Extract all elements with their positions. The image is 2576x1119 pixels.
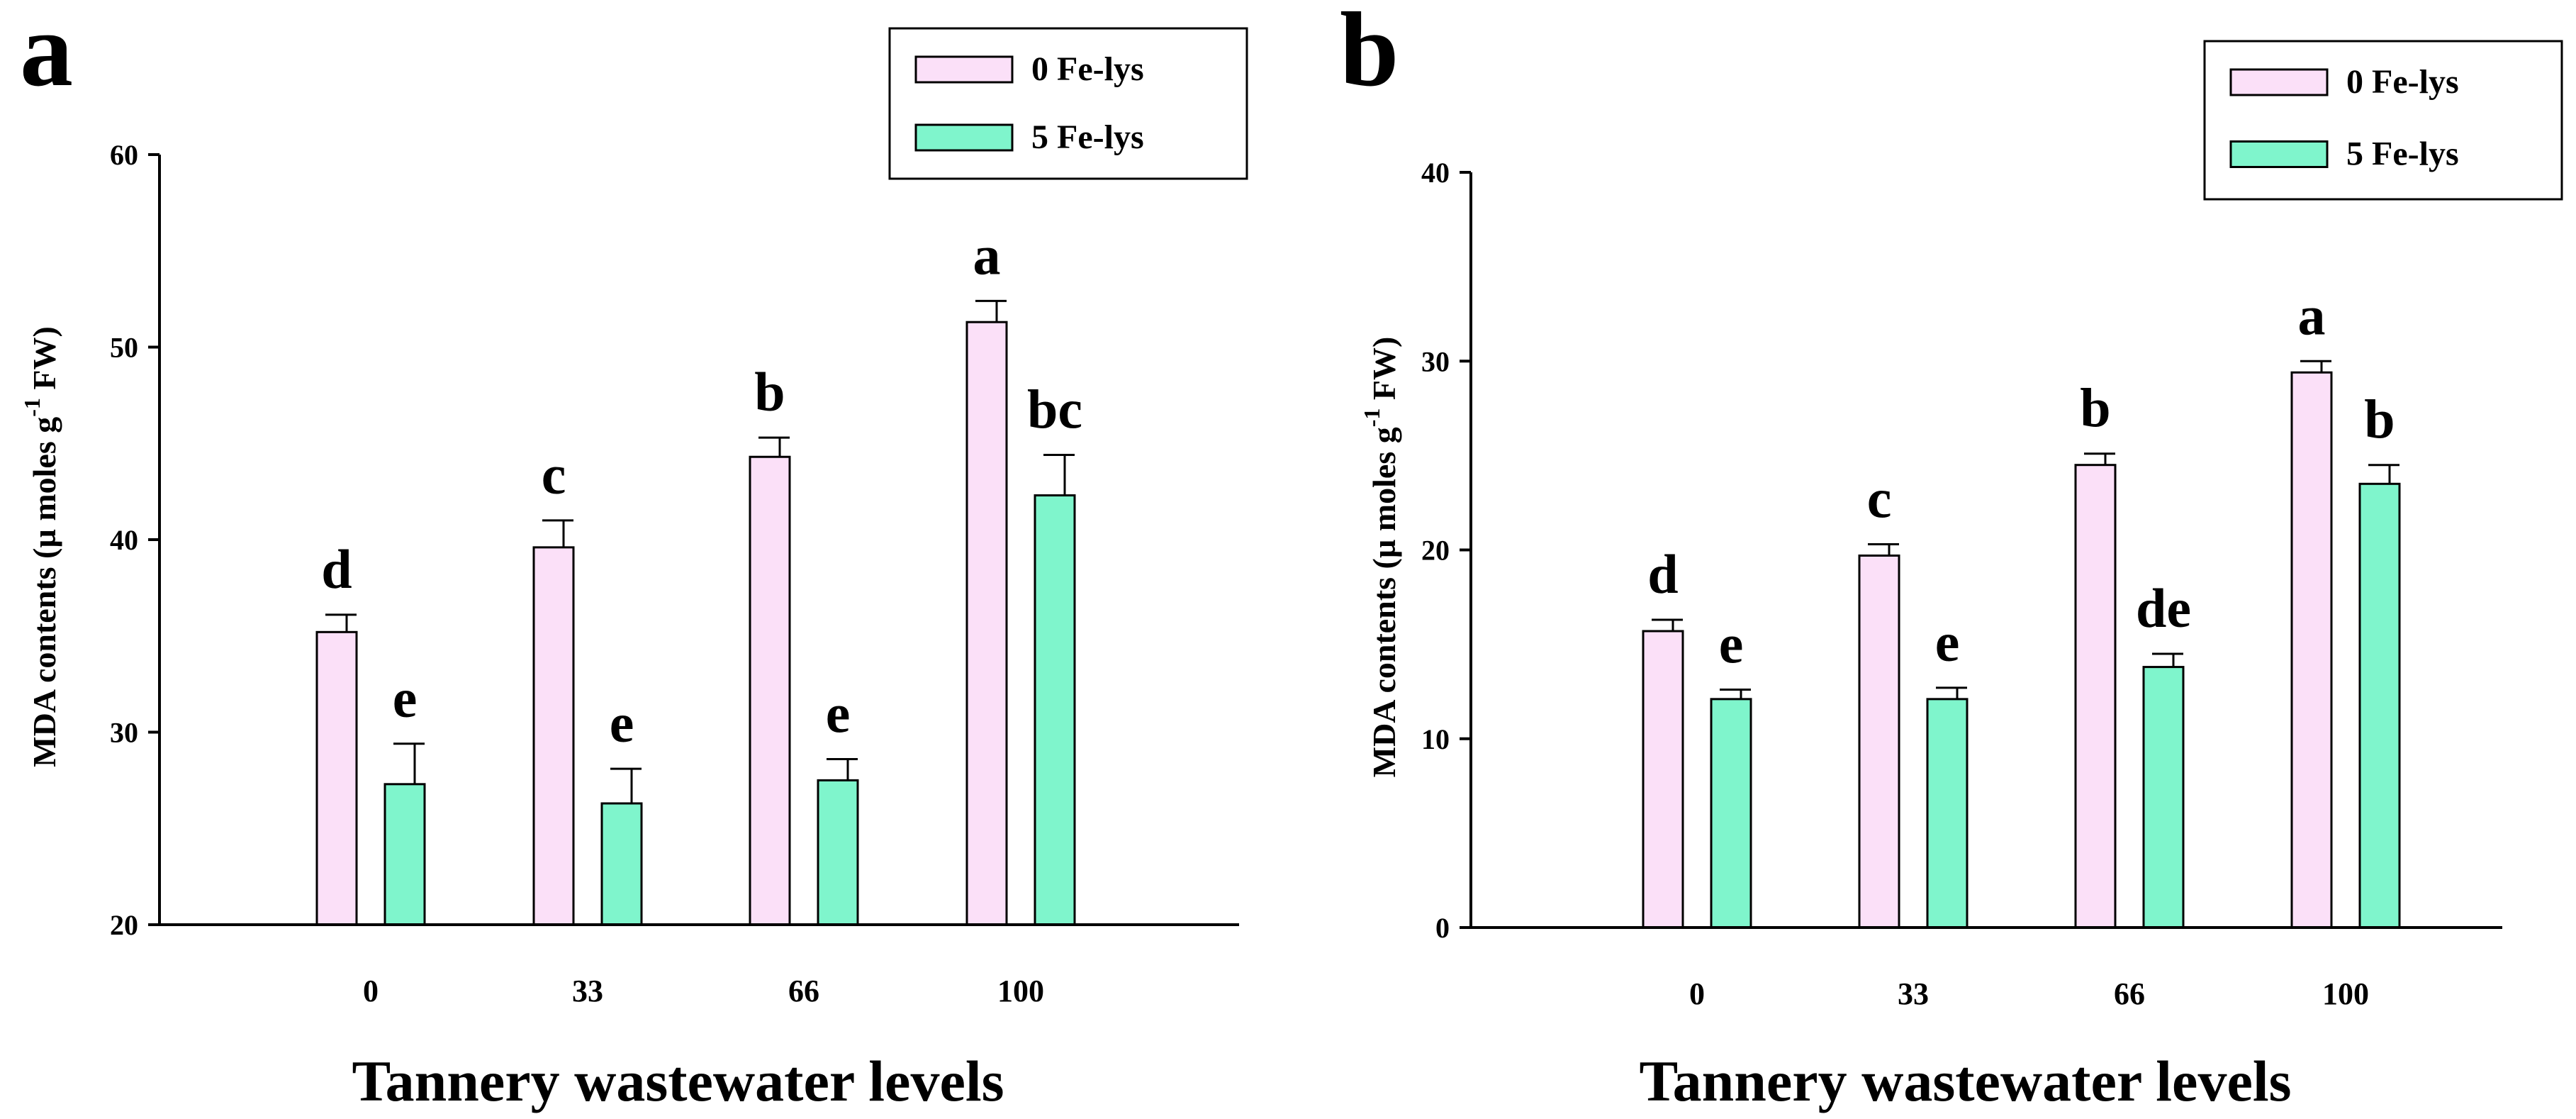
y-axis-title-tail: FW) (1366, 337, 1402, 408)
legend-frame (2203, 40, 2563, 201)
y-tick-label: 40 (110, 524, 138, 556)
x-tick-label: 66 (788, 974, 819, 1008)
chart-panel-a: a d c b a e e e bc 20 30 40 50 60 0 33 66 100 Tannery wast… (19, 0, 1248, 1113)
significance-letter: e (1935, 611, 1960, 673)
bar (2290, 371, 2333, 929)
bar (315, 630, 358, 926)
bar (532, 546, 575, 926)
significance-letter: c (542, 444, 566, 506)
panel-label: a (20, 0, 73, 108)
y-tick-label: 60 (110, 139, 138, 171)
y-axis-title-superscript: -1 (1359, 408, 1384, 428)
y-tick-label: 30 (1421, 345, 1450, 377)
y-tick-label: 50 (110, 332, 138, 364)
significance-letter: e (826, 683, 851, 745)
significance-letter: d (321, 538, 352, 600)
significance-letter: de (2136, 577, 2191, 639)
significance-letter: e (610, 692, 634, 754)
significance-letter: b (2364, 389, 2395, 450)
significance-letter: b (2080, 377, 2110, 439)
legend-label: 0 Fe-lys (2346, 63, 2459, 101)
x-tick-label: 0 (1689, 976, 1705, 1011)
bar (817, 779, 859, 926)
significance-letter: d (1647, 543, 1678, 605)
significance-letter: a (2298, 284, 2326, 346)
bar (1710, 698, 1752, 929)
bar (2358, 482, 2401, 929)
x-tick-label: 0 (363, 974, 379, 1008)
bar (1926, 698, 1969, 929)
y-axis-title-main: MDA contents (µ moles g (26, 417, 62, 767)
legend-swatch (2229, 140, 2329, 168)
legend-swatch (914, 123, 1014, 152)
bar (965, 321, 1008, 926)
x-tick-label: 33 (1898, 976, 1929, 1011)
x-tick-label: 100 (2322, 976, 2369, 1011)
x-tick-label: 33 (572, 974, 603, 1008)
y-tick-label: 20 (1421, 535, 1450, 567)
significance-letter: a (973, 224, 1001, 286)
y-tick-label: 30 (110, 717, 138, 749)
significance-letter: bc (1027, 379, 1082, 440)
significance-letter: e (393, 667, 418, 729)
bar (600, 802, 643, 926)
panel-label: b (1340, 0, 1399, 108)
bar (2142, 666, 2185, 929)
x-axis-title: Tannery wastewater levels (352, 1049, 1004, 1113)
legend-swatch (2229, 68, 2329, 96)
y-axis-title-main: MDA contents (µ moles g (1366, 427, 1402, 777)
legend: 0 Fe-lys 5 Fe-lys (888, 27, 1248, 180)
legend-label: 5 Fe-lys (2346, 135, 2459, 173)
legend-label: 0 Fe-lys (1031, 50, 1144, 88)
bar (1858, 554, 1900, 929)
x-axis-title: Tannery wastewater levels (1639, 1049, 2291, 1113)
y-axis-title-superscript: -1 (19, 398, 45, 417)
x-tick-label: 100 (997, 974, 1044, 1008)
y-tick-label: 0 (1435, 912, 1450, 944)
bar (383, 783, 426, 926)
y-axis-title: MDA contents (µ moles g-1 FW) (19, 326, 62, 767)
legend: 0 Fe-lys 5 Fe-lys (2203, 40, 2563, 201)
legend-swatch (914, 55, 1014, 84)
y-tick-label: 40 (1421, 157, 1450, 189)
significance-letter: e (1719, 613, 1744, 675)
bar (1642, 630, 1684, 929)
y-axis-title: MDA contents (µ moles g-1 FW) (1359, 337, 1402, 778)
legend-label: 5 Fe-lys (1031, 118, 1144, 156)
legend-frame (888, 27, 1248, 180)
y-axis-title-tail: FW) (26, 326, 62, 398)
significance-letter: b (754, 361, 785, 423)
bar (1034, 494, 1076, 926)
bar (2074, 464, 2117, 929)
significance-letter: c (1867, 468, 1892, 530)
y-tick-label: 10 (1421, 723, 1450, 755)
y-tick-label: 20 (110, 909, 138, 941)
bar (749, 455, 791, 926)
x-tick-label: 66 (2114, 976, 2145, 1011)
